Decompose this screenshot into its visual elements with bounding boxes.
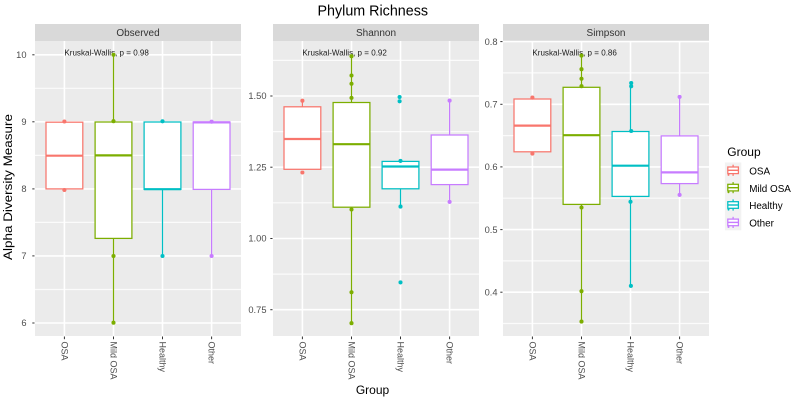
svg-text:9: 9 xyxy=(21,117,26,127)
svg-text:Other: Other xyxy=(675,342,685,365)
svg-text:Simpson: Simpson xyxy=(587,28,626,39)
svg-text:OSA: OSA xyxy=(528,342,538,361)
svg-text:Kruskal-Wallis, p = 0.92: Kruskal-Wallis, p = 0.92 xyxy=(302,48,387,58)
svg-text:Other: Other xyxy=(445,342,455,365)
svg-text:10: 10 xyxy=(16,50,26,60)
svg-text:OSA: OSA xyxy=(749,167,770,178)
svg-text:1.00: 1.00 xyxy=(248,234,266,244)
svg-text:0.75: 0.75 xyxy=(248,305,266,315)
svg-text:Mild OSA: Mild OSA xyxy=(577,342,587,380)
svg-text:Mild OSA: Mild OSA xyxy=(347,342,357,380)
svg-text:Alpha Diversity Measure: Alpha Diversity Measure xyxy=(1,114,15,260)
svg-text:0.7: 0.7 xyxy=(485,100,498,110)
svg-text:0.5: 0.5 xyxy=(485,225,498,235)
svg-text:6: 6 xyxy=(21,318,26,328)
svg-text:0.6: 0.6 xyxy=(485,162,498,172)
svg-text:Mild OSA: Mild OSA xyxy=(109,342,119,380)
svg-text:OSA: OSA xyxy=(298,342,308,361)
svg-text:Group: Group xyxy=(727,145,761,159)
svg-text:Other: Other xyxy=(749,219,774,230)
svg-text:Kruskal-Wallis, p = 0.86: Kruskal-Wallis, p = 0.86 xyxy=(532,48,617,58)
svg-text:7: 7 xyxy=(21,251,26,261)
svg-text:Healthy: Healthy xyxy=(396,342,406,373)
svg-text:1.50: 1.50 xyxy=(248,91,266,101)
svg-text:Healthy: Healthy xyxy=(749,201,783,212)
svg-text:Healthy: Healthy xyxy=(626,342,636,373)
svg-text:8: 8 xyxy=(21,184,26,194)
svg-text:Group: Group xyxy=(356,383,390,397)
svg-text:Kruskal-Wallis, p = 0.98: Kruskal-Wallis, p = 0.98 xyxy=(64,48,149,58)
svg-text:Phylum Richness: Phylum Richness xyxy=(318,4,429,20)
svg-text:Other: Other xyxy=(207,342,217,365)
svg-text:0.8: 0.8 xyxy=(485,37,498,47)
svg-text:Observed: Observed xyxy=(116,28,159,39)
svg-text:Healthy: Healthy xyxy=(158,342,168,373)
svg-text:OSA: OSA xyxy=(60,342,70,361)
svg-text:1.25: 1.25 xyxy=(248,162,266,172)
svg-text:Mild OSA: Mild OSA xyxy=(749,184,791,195)
svg-text:Shannon: Shannon xyxy=(356,28,396,39)
svg-text:0.4: 0.4 xyxy=(485,287,498,297)
